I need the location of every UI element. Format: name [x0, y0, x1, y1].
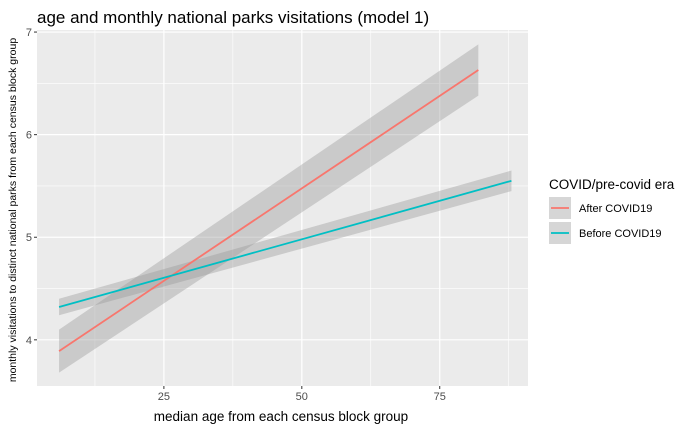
confidence-ribbons [59, 44, 512, 373]
x-tick-label: 75 [434, 391, 446, 403]
confidence-band-before-covid19 [59, 170, 512, 316]
legend-label-before-covid19: Before COVID19 [579, 228, 662, 240]
series-lines [58, 69, 512, 352]
confidence-band-after-covid19 [59, 44, 479, 373]
legend: COVID/pre-covid era After COVID19 Before … [549, 177, 675, 244]
legend-label-after-covid19: After COVID19 [579, 203, 652, 215]
x-axis: 25 50 75 [158, 386, 446, 403]
y-tick-label: 7 [26, 27, 32, 39]
series-line-before-covid19 [58, 179, 512, 308]
y-tick-label: 6 [26, 130, 32, 142]
y-tick-label: 4 [26, 335, 32, 347]
x-axis-title: median age from each census block group [154, 409, 408, 424]
x-tick-label: 50 [296, 391, 308, 403]
series-line-after-covid19 [58, 69, 479, 352]
x-tick-label: 25 [158, 391, 170, 403]
legend-title: COVID/pre-covid era [549, 177, 675, 192]
y-tick-label: 5 [26, 232, 32, 244]
chart-title: age and monthly national parks visitatio… [37, 8, 429, 27]
plot-panel [37, 30, 528, 386]
y-axis: 4 5 6 7 [26, 27, 37, 347]
grid-major [37, 30, 528, 386]
y-axis-title: monthly visitations to distinct national… [7, 38, 19, 382]
grid-minor [37, 30, 528, 386]
